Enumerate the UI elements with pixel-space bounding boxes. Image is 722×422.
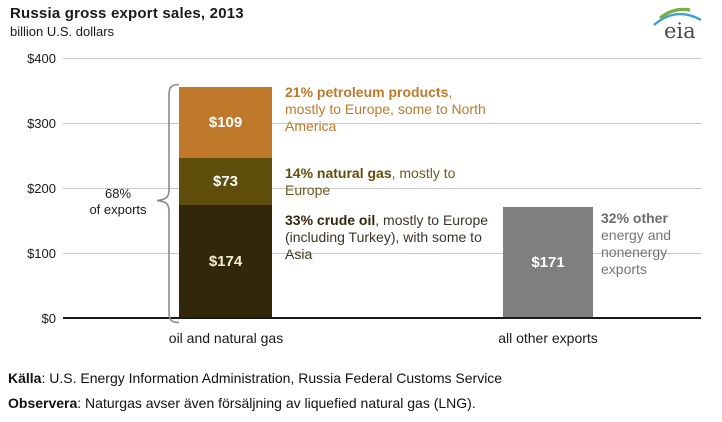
chart-units-subtitle: billion U.S. dollars (10, 24, 115, 39)
bar-value-label: $109 (208, 114, 243, 131)
annotation-lead: 14% natural gas (285, 165, 392, 181)
bracket-share-percent: 68% (104, 186, 132, 201)
gridline-300 (63, 123, 701, 124)
ytick-0: $0 (41, 311, 56, 326)
bracket-share-caption: of exports (89, 202, 147, 217)
eia-logo: eia (648, 4, 706, 46)
share-bracket (150, 83, 180, 324)
observation-label: Observera (8, 395, 78, 411)
bar-segment-petroleum-products: $109 (179, 87, 272, 158)
ytick-300: $300 (27, 116, 56, 131)
annotation-lead: 32% other (601, 210, 668, 226)
annotation-rest: , mostly to Europe (including Turkey), w… (285, 212, 489, 262)
x-category-all-other-exports: all other exports (498, 330, 598, 346)
gridline-400 (63, 58, 701, 59)
observation-note: Observera: Naturgas avser även försäljni… (8, 395, 476, 411)
annotation-natural-gas: 14% natural gas, mostly to Europe (285, 165, 489, 199)
bar-segment-natural-gas: $73 (179, 158, 272, 205)
annotation-lead: 21% petroleum products (285, 84, 449, 100)
curly-brace-icon (156, 83, 180, 324)
ytick-400: $400 (27, 51, 56, 66)
gridline-100 (63, 253, 701, 254)
eia-logo-text: eia (664, 19, 696, 43)
annotation-other-exports: 32% other energy and nonenergy exports (601, 210, 701, 278)
source-text: : U.S. Energy Information Administration… (41, 370, 503, 386)
annotation-rest: energy and nonenergy exports (601, 227, 672, 277)
chart-title: Russia gross export sales, 2013 (10, 5, 244, 22)
source-note: Källa: U.S. Energy Information Administr… (8, 370, 502, 386)
ytick-100: $100 (27, 246, 56, 261)
eia-logo-swoosh-icon: eia (653, 7, 702, 43)
annotation-crude-oil: 33% crude oil, mostly to Europe (includi… (285, 212, 499, 263)
annotation-rest: , mostly to Europe, some to North Americ… (285, 84, 486, 134)
x-category-oil-and-natural-gas: oil and natural gas (168, 330, 284, 346)
annotation-lead: 33% crude oil (285, 212, 376, 228)
bar-value-label: $171 (531, 253, 565, 271)
bracket-share-label: 68% of exports (83, 186, 153, 218)
annotation-petroleum-products: 21% petroleum products, mostly to Europe… (285, 84, 489, 135)
gridline-200 (63, 188, 701, 189)
observation-text: : Naturgas avser även försäljning av liq… (77, 395, 476, 411)
ytick-200: $200 (27, 181, 56, 196)
annotation-rest: , mostly to Europe (285, 165, 456, 198)
bar-all-other-exports: $171 (503, 207, 593, 317)
bar-value-label: $174 (208, 252, 243, 270)
source-label: Källa (8, 370, 42, 386)
x-axis-line (63, 317, 701, 319)
bar-segment-crude-oil: $174 (179, 205, 272, 317)
bar-value-label: $73 (212, 173, 239, 190)
